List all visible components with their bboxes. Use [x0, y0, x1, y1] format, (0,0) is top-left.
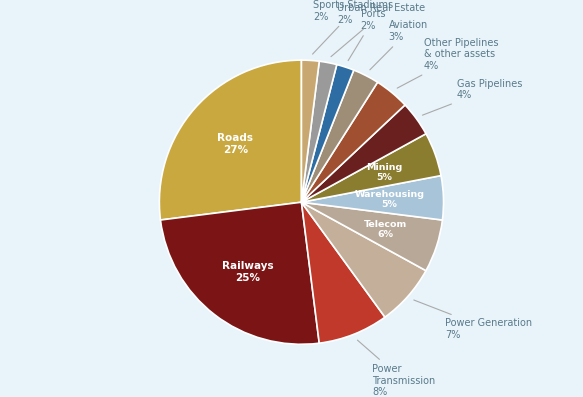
Wedge shape — [301, 70, 378, 202]
Text: Power
Transmission
8%: Power Transmission 8% — [357, 340, 436, 397]
Wedge shape — [301, 82, 405, 202]
Wedge shape — [159, 60, 301, 220]
Wedge shape — [301, 105, 426, 202]
Text: Gas Pipelines
4%: Gas Pipelines 4% — [423, 79, 522, 115]
Wedge shape — [301, 202, 442, 271]
Wedge shape — [301, 65, 354, 202]
Wedge shape — [160, 202, 319, 344]
Text: Warehousing
5%: Warehousing 5% — [354, 190, 424, 209]
Text: Sports Stadiums
2%: Sports Stadiums 2% — [312, 0, 394, 54]
Text: Other Pipelines
& other assets
4%: Other Pipelines & other assets 4% — [397, 38, 498, 88]
Wedge shape — [301, 202, 385, 343]
Text: Railways
25%: Railways 25% — [222, 261, 273, 283]
Wedge shape — [301, 60, 319, 202]
Wedge shape — [301, 202, 426, 317]
Text: Telecom
6%: Telecom 6% — [364, 220, 407, 239]
Wedge shape — [301, 175, 444, 220]
Text: Aviation
3%: Aviation 3% — [370, 21, 428, 70]
Wedge shape — [301, 61, 337, 202]
Text: Power Generation
7%: Power Generation 7% — [414, 300, 532, 340]
Text: Urban Real Estate
2%: Urban Real Estate 2% — [331, 3, 426, 57]
Text: Mining
5%: Mining 5% — [366, 163, 402, 182]
Text: Roads
27%: Roads 27% — [217, 133, 254, 155]
Wedge shape — [301, 134, 441, 202]
Text: Ports
2%: Ports 2% — [348, 9, 385, 61]
